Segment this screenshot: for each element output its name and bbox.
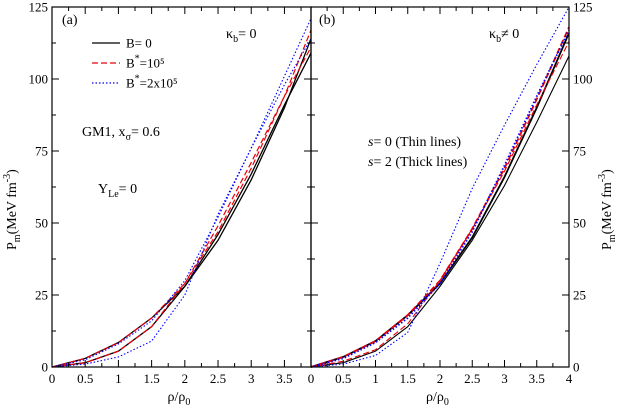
y-tick-label: 125 bbox=[29, 0, 49, 15]
panel-label: (b) bbox=[319, 13, 336, 28]
series-line bbox=[51, 47, 312, 368]
series-line bbox=[310, 41, 570, 368]
x-tick-label: 4 bbox=[566, 371, 573, 386]
x-tick-label: 0 bbox=[49, 371, 56, 386]
x-tick-label: 3 bbox=[248, 371, 255, 386]
series-line bbox=[51, 38, 312, 368]
x-axis-title: ρ/ρ0 bbox=[426, 390, 449, 406]
x-tick-label: 3.5 bbox=[529, 371, 545, 386]
y-tick-label: 50 bbox=[573, 216, 586, 231]
legend-entry: B*=2x10⁵ bbox=[126, 74, 178, 91]
series-line bbox=[310, 29, 570, 368]
kappa-label: κb= 0 bbox=[226, 27, 256, 45]
annotation-s0: s= 0 (Thin lines) bbox=[368, 135, 461, 150]
y-tick-label: 0 bbox=[42, 360, 49, 375]
y-tick-label: 100 bbox=[29, 72, 49, 87]
x-tick-label: 1.5 bbox=[143, 371, 159, 386]
x-tick-label: 0.5 bbox=[335, 371, 351, 386]
y-tick-label: 50 bbox=[35, 216, 48, 231]
series-line bbox=[51, 52, 312, 368]
series-line bbox=[310, 32, 570, 368]
x-tick-label: 0 bbox=[308, 371, 315, 386]
series-line bbox=[51, 29, 312, 368]
x-tick-label: 3.5 bbox=[276, 371, 292, 386]
x-tick-label: 1 bbox=[115, 371, 122, 386]
plot-frame bbox=[51, 6, 312, 368]
series-line bbox=[51, 38, 312, 368]
x-tick-label: 1 bbox=[372, 371, 379, 386]
panel-label: (a) bbox=[62, 13, 78, 28]
annotation-gm1: GM1, xσ= 0.6 bbox=[82, 125, 160, 143]
series-line bbox=[310, 55, 570, 368]
y-tick-label: 25 bbox=[573, 288, 586, 303]
series-line bbox=[310, 26, 570, 368]
annotation-s2: s= 2 (Thick lines) bbox=[368, 155, 468, 170]
legend-entry: B= 0 bbox=[126, 36, 152, 51]
x-tick-label: 2.5 bbox=[210, 371, 226, 386]
y-tick-label: 75 bbox=[573, 144, 586, 159]
y-axis-title: Pm(MeV fm-3) bbox=[597, 169, 618, 250]
x-tick-label: 1.5 bbox=[400, 371, 416, 386]
y-tick-label: 0 bbox=[573, 360, 580, 375]
y-tick-label: 25 bbox=[35, 288, 48, 303]
x-tick-label: 0.5 bbox=[77, 371, 93, 386]
panel-a: 0 0.5 1 1.5 2 2.5 3 3.5 0 25 50 75 100 125 Pm(MeV fm-3… bbox=[2, 0, 312, 386]
y-tick-label: 100 bbox=[573, 72, 593, 87]
y-tick-label: 125 bbox=[573, 0, 593, 15]
series-line bbox=[51, 18, 312, 368]
series-line bbox=[310, 6, 570, 368]
x-tick-label: 2.5 bbox=[464, 371, 480, 386]
x-axis-title: ρ/ρ0 bbox=[168, 390, 191, 406]
kappa-label: κb≠ 0 bbox=[489, 27, 519, 45]
y-axis-title: Pm(MeV fm-3) bbox=[2, 169, 23, 250]
plot-frame bbox=[310, 6, 570, 368]
x-tick-label: 2 bbox=[437, 371, 444, 386]
y-tick-label: 75 bbox=[35, 144, 48, 159]
x-tick-label: 3 bbox=[501, 371, 508, 386]
x-tick-label: 2 bbox=[182, 371, 189, 386]
annotation-yle: YLe= 0 bbox=[98, 182, 137, 200]
legend-entry: B*=10⁵ bbox=[126, 54, 165, 71]
